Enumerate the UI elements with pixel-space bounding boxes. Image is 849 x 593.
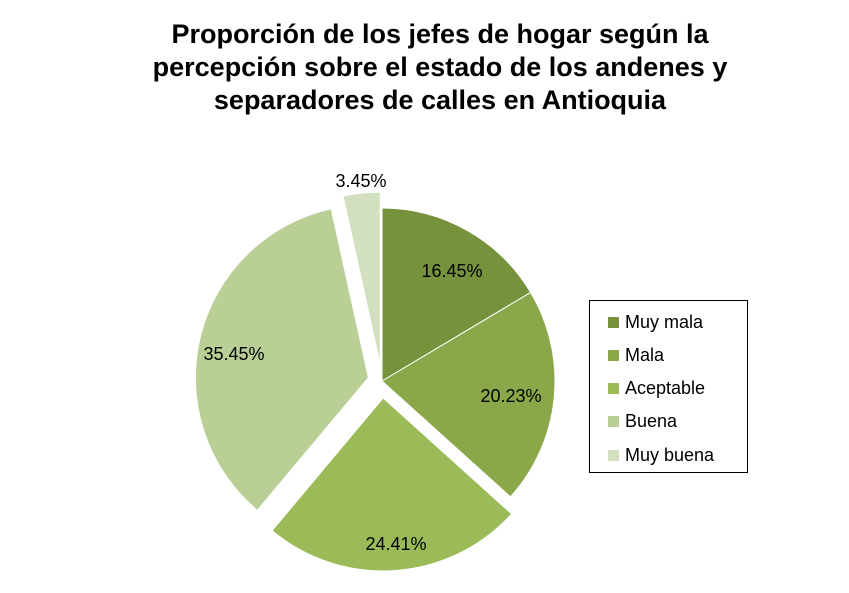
legend-swatch-mala [608,349,619,361]
legend-label-muy-buena: Muy buena [625,444,715,465]
data-label-buena: 35.45% [203,344,264,364]
legend-label-mala: Mala [625,344,665,365]
chart-title-line-1: Proporción de los jefes de hogar según l… [171,19,709,49]
chart-title-line-3: separadores de calles en Antioquia [213,85,667,115]
legend-label-aceptable: Aceptable [625,377,706,398]
legend-item-aceptable: Aceptable [608,377,705,399]
pie-slice-buena [194,208,369,512]
chart-title: Proporción de los jefes de hogar según l… [120,18,760,117]
data-label-muy-mala: 16.45% [421,261,482,281]
pie-slice-muy-mala [381,207,532,382]
legend-swatch-muy-buena [608,449,619,461]
legend-label-muy-mala: Muy mala [625,311,704,332]
pie-slice-aceptable [271,397,513,572]
data-label-aceptable: 24.41% [365,534,426,554]
legend-swatch-muy-mala [608,316,619,328]
pie-slice-muy-buena [342,191,381,366]
legend-item-buena: Buena [608,410,677,432]
legend-item-mala: Mala [608,344,664,366]
legend-item-muy-mala: Muy mala [608,311,703,333]
chart-title-line-2: percepción sobre el estado de los andene… [152,52,728,82]
legend-swatch-aceptable [608,382,619,394]
legend: Muy mala Mala Aceptable Buena Muy buena [589,300,748,473]
pie-slice-mala [381,291,556,498]
data-label-muy-buena: 3.45% [335,171,386,191]
legend-item-muy-buena: Muy buena [608,444,714,466]
data-label-mala: 20.23% [480,386,541,406]
legend-swatch-buena [608,415,619,427]
legend-label-buena: Buena [625,410,678,431]
